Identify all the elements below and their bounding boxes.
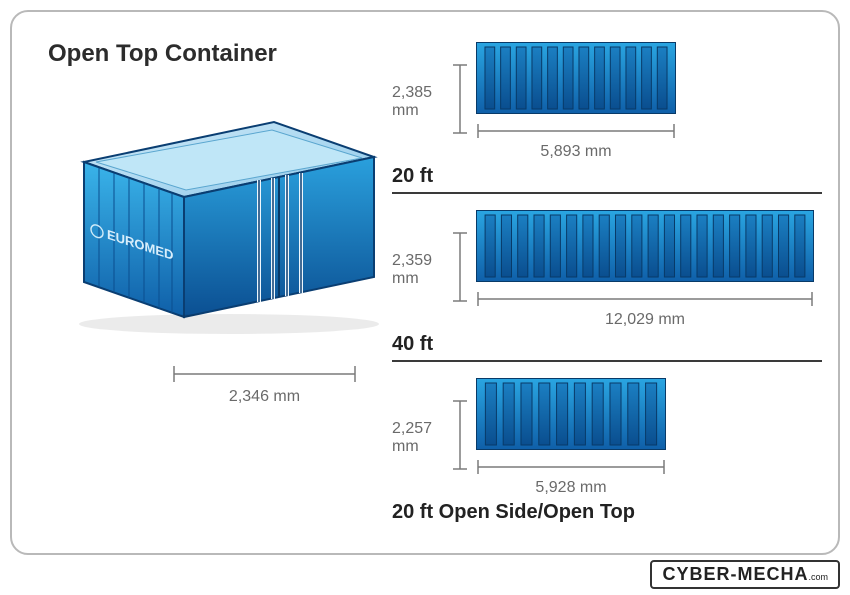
- divider: [392, 360, 822, 362]
- container-3d-svg: EUROMED: [54, 102, 394, 342]
- spec-caption: 20 ft Open Side/Open Top: [392, 501, 822, 524]
- spec-width-label: 5,928 mm: [476, 479, 666, 497]
- spec-caption: 20 ft: [392, 165, 822, 188]
- spec-width-label: 12,029 mm: [476, 311, 814, 329]
- watermark: CYBER-MECHA.com: [650, 560, 840, 589]
- watermark-main: CYBER-MECHA: [662, 564, 808, 584]
- spec-column: 2,385 mm 5,893 mm20 ft2,359 mm 12,: [392, 42, 822, 534]
- spec-panel: 12,029 mm: [476, 210, 814, 329]
- container-3d-width-dim: 2,346 mm: [172, 364, 357, 398]
- page-title: Open Top Container: [48, 40, 277, 68]
- spec-height-label: 2,359 mm: [392, 252, 446, 288]
- container-3d-width-label: 2,346 mm: [172, 388, 357, 406]
- spec-caption: 40 ft: [392, 333, 822, 356]
- divider: [392, 192, 822, 194]
- watermark-suffix: .com: [808, 572, 828, 582]
- spec-panel: 5,928 mm: [476, 378, 666, 497]
- spec-height-label: 2,385 mm: [392, 84, 446, 120]
- spec-width-label: 5,893 mm: [476, 143, 676, 161]
- spec-block: 2,257 mm 5,928 mm 20 ft Open Side/Open To…: [392, 378, 822, 534]
- container-3d: EUROMED: [54, 102, 394, 362]
- spec-block: 2,385 mm 5,893 mm 20 ft: [392, 42, 822, 204]
- spec-block: 2,359 mm 12,029 mm 40 ft: [392, 210, 822, 372]
- spec-panel: 5,893 mm: [476, 42, 676, 161]
- spec-height-label: 2,257 mm: [392, 420, 446, 456]
